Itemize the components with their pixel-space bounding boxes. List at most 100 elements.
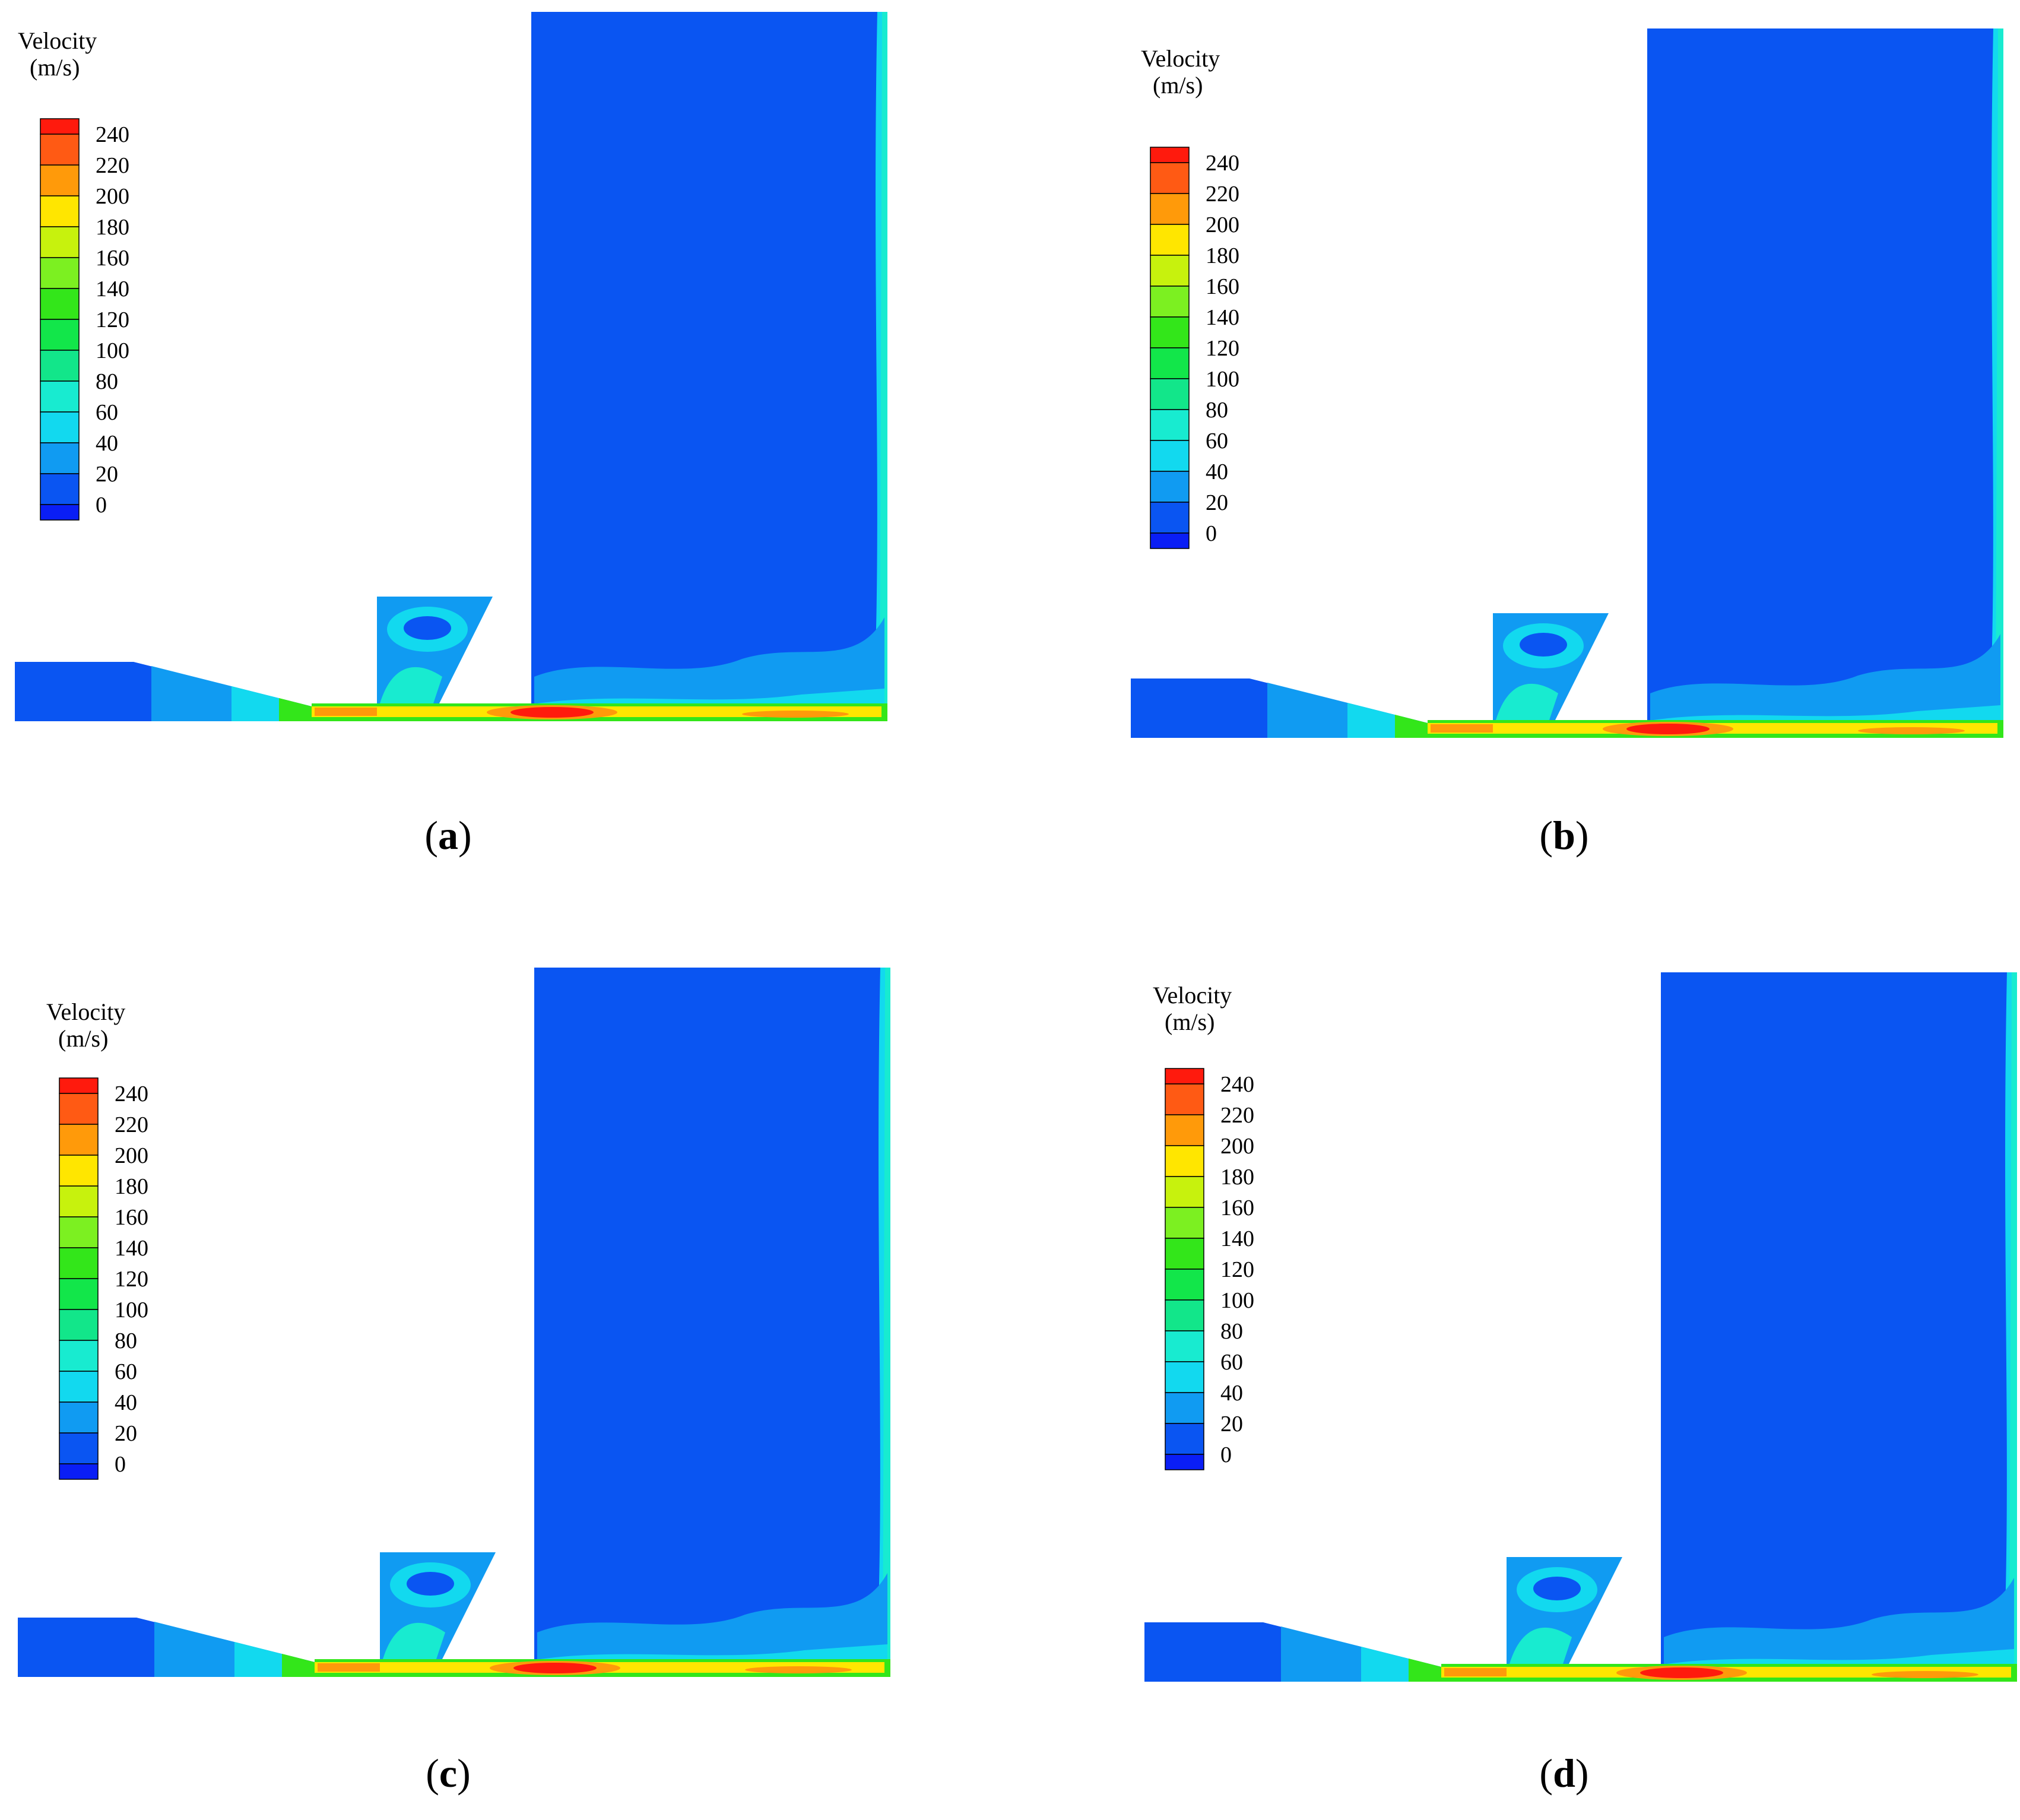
- right-wall-shear: [883, 968, 890, 1677]
- legend-swatch: [40, 442, 80, 474]
- legend-tick-label: 160: [96, 246, 129, 271]
- legend-swatch: [1165, 1114, 1204, 1146]
- legend-swatch: [40, 257, 80, 289]
- legend-tick-label: 40: [96, 431, 118, 456]
- legend-unit: (m/s): [30, 54, 80, 81]
- legend-swatch: [40, 504, 80, 521]
- legend-swatch: [1150, 440, 1190, 472]
- legend-swatch: [1165, 1238, 1204, 1270]
- legend-tick-label: 120: [115, 1267, 148, 1292]
- legend-tick-label: 220: [96, 153, 129, 178]
- legend-swatch: [59, 1093, 99, 1125]
- cavity-vortex-core: [1533, 1577, 1581, 1600]
- legend-swatch: [1150, 316, 1190, 348]
- legend-tick-label: 60: [1220, 1350, 1243, 1375]
- legend-swatch: [40, 134, 80, 166]
- legend-swatch: [1150, 193, 1190, 225]
- legend-swatch: [40, 473, 80, 505]
- legend-swatch: [40, 411, 80, 443]
- legend-title: Velocity: [1141, 45, 1220, 72]
- legend-tick-label: 200: [115, 1143, 148, 1168]
- legend-tick-label: 0: [1220, 1442, 1232, 1467]
- legend-swatch: [59, 1278, 99, 1310]
- legend-swatch: [1150, 286, 1190, 318]
- jet-hotspot-core: [1626, 724, 1710, 734]
- legend-swatch: [1165, 1068, 1204, 1085]
- jet-hotspot-core: [513, 1663, 597, 1673]
- legend-tick-label: 240: [115, 1082, 148, 1106]
- legend-tick-label: 100: [1220, 1288, 1254, 1313]
- chamber-region: [531, 12, 887, 721]
- legend-swatch: [59, 1340, 99, 1372]
- legend-swatch: [59, 1077, 99, 1094]
- inlet-acceleration-3: [1409, 1659, 1441, 1682]
- legend-swatch: [40, 319, 80, 351]
- jet-hotspot-downstream: [742, 711, 849, 718]
- legend-swatch: [59, 1309, 99, 1341]
- legend-tick-label: 220: [115, 1112, 148, 1137]
- legend-swatch: [1165, 1392, 1204, 1424]
- legend-tick-label: 200: [1206, 213, 1239, 237]
- legend-swatch: [40, 350, 80, 382]
- inlet-acceleration-3: [1395, 715, 1428, 738]
- legend-swatch: [40, 381, 80, 413]
- legend-swatch: [1150, 471, 1190, 503]
- legend-swatch: [59, 1247, 99, 1279]
- legend-swatch: [1150, 162, 1190, 194]
- legend-tick-label: 240: [1220, 1072, 1254, 1097]
- legend-swatch: [59, 1185, 99, 1217]
- legend-tick-label: 160: [1220, 1196, 1254, 1220]
- legend-swatch: [1150, 147, 1190, 163]
- legend-tick-label: 20: [1206, 490, 1228, 515]
- legend-swatch: [1165, 1330, 1204, 1362]
- legend-swatch: [59, 1402, 99, 1434]
- legend-tick-label: 160: [115, 1205, 148, 1230]
- legend-swatch: [59, 1371, 99, 1403]
- legend-swatch: [1165, 1423, 1204, 1455]
- panel-label-b: (b): [1539, 813, 1588, 858]
- legend-tick-label: 100: [96, 338, 129, 363]
- legend-swatch: [1165, 1083, 1204, 1115]
- legend-swatch: [1150, 347, 1190, 379]
- legend-title: Velocity: [46, 998, 125, 1025]
- right-wall-shear: [880, 12, 887, 721]
- jet-hotspot-downstream: [1872, 1671, 1978, 1678]
- jet-hotspot-downstream: [1858, 727, 1965, 734]
- legend-tick-label: 140: [115, 1236, 148, 1261]
- cavity-lower-shear: [380, 667, 442, 703]
- throat-jet: [1444, 1668, 1507, 1676]
- cavity-lower-shear: [1496, 683, 1558, 720]
- panel-a: Velocity(m/s)240220200180160140120100806…: [15, 12, 887, 858]
- legend-tick-label: 180: [1220, 1165, 1254, 1190]
- legend-tick-label: 120: [1206, 336, 1239, 361]
- jet-hotspot-core: [510, 707, 594, 718]
- legend-tick-label: 180: [1206, 243, 1239, 268]
- legend-tick-label: 60: [1206, 429, 1228, 454]
- legend-tick-label: 0: [115, 1452, 126, 1477]
- chamber-region: [1661, 972, 2017, 1682]
- panel-c: Velocity(m/s)240220200180160140120100806…: [18, 968, 890, 1796]
- legend-swatch: [40, 195, 80, 227]
- cavity-vortex-core: [407, 1572, 454, 1596]
- legend-tick-label: 40: [115, 1390, 137, 1415]
- legend-unit: (m/s): [1153, 72, 1203, 99]
- legend-tick-label: 180: [96, 215, 129, 240]
- legend-tick-label: 80: [115, 1328, 137, 1353]
- legend-swatch: [1165, 1207, 1204, 1239]
- legend-swatch: [40, 164, 80, 196]
- legend-swatch: [59, 1155, 99, 1187]
- legend-tick-label: 80: [96, 369, 118, 394]
- panel-label-a: (a): [424, 813, 471, 858]
- legend-tick-label: 100: [115, 1298, 148, 1323]
- legend-tick-label: 240: [96, 122, 129, 147]
- legend-swatch: [40, 226, 80, 258]
- cavity-vortex-core: [1520, 633, 1567, 657]
- legend-swatch: [1150, 255, 1190, 287]
- legend-tick-label: 80: [1206, 398, 1228, 423]
- legend-swatch: [59, 1463, 99, 1480]
- legend-tick-label: 20: [1220, 1412, 1243, 1437]
- legend-tick-label: 200: [96, 184, 129, 209]
- panel-d: Velocity(m/s)240220200180160140120100806…: [1144, 972, 2017, 1796]
- throat-jet: [315, 708, 377, 716]
